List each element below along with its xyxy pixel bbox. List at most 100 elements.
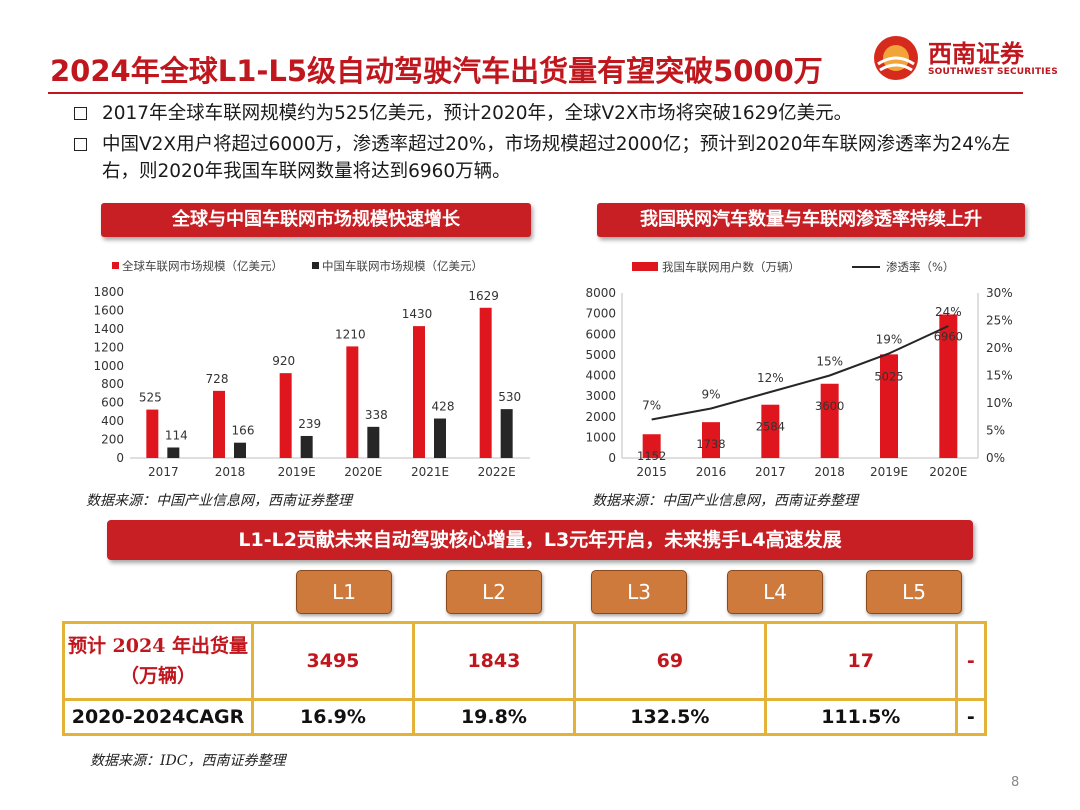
logo-english-text: SOUTHWEST SECURITIES — [928, 67, 1058, 77]
x-tick-label: 2022E — [478, 465, 516, 479]
line-data-label: 12% — [757, 371, 784, 385]
global-china-market-chart: 全球车联网市场规模（亿美元） 中国车联网市场规模（亿美元） 0 200 400 600 80… — [93, 259, 530, 479]
y-tick-label: 600 — [101, 396, 124, 410]
data-label: 6960 — [934, 329, 963, 343]
table-cell: 16.9% — [251, 698, 415, 736]
x-tick-label: 2020E — [929, 465, 967, 479]
legend-swatch — [312, 262, 319, 269]
level-box-l1: L1 — [296, 570, 392, 614]
table-row: 2020-2024CAGR 16.9% 19.8% 132.5% 111.5% … — [62, 698, 988, 736]
y2-tick-label: 20% — [986, 341, 1013, 355]
southwest-securities-logo: 西南证券 SOUTHWEST SECURITIES — [872, 34, 1058, 82]
bullet-list: 2017年全球车联网规模约为525亿美元，预计2020年，全球V2X市场将突破1… — [70, 100, 1020, 189]
bullet-text: 中国V2X用户将超过6000万，渗透率超过20%，市场规模超过2000亿；预计到… — [102, 134, 1011, 182]
data-label: 525 — [139, 391, 162, 405]
data-label: 5025 — [874, 369, 903, 383]
y-tick-label: 0 — [116, 451, 124, 465]
y-tick-label: 1000 — [93, 359, 124, 373]
table-cell: 132.5% — [572, 698, 767, 736]
bar — [642, 434, 661, 458]
table-cell: 3495 — [251, 621, 415, 701]
bar — [500, 409, 513, 458]
data-label: 428 — [432, 400, 455, 414]
bar — [820, 383, 839, 458]
right-chart-header: 我国联网汽车数量与车联网渗透率持续上升 — [597, 203, 1025, 237]
checkbox-bullet-icon — [74, 138, 87, 151]
data-label: 728 — [206, 372, 229, 386]
data-label: 530 — [498, 390, 521, 404]
x-tick-label: 2017 — [148, 465, 179, 479]
x-tick-label: 2018 — [814, 465, 845, 479]
bar — [880, 354, 898, 458]
table-cell: 1843 — [411, 621, 576, 701]
connected-cars-penetration-chart: 我国车联网用户数（万辆） 渗透率（%） 0 1000 2000 3000 4000 5000 6… — [585, 260, 1013, 479]
data-label: 114 — [165, 428, 188, 442]
y-tick-label: 800 — [101, 377, 124, 391]
x-tick-label: 2015 — [636, 465, 667, 479]
bar — [213, 390, 225, 458]
level-box-l5: L5 — [866, 570, 962, 614]
bullet-text: 2017年全球车联网规模约为525亿美元，预计2020年，全球V2X市场将突破1… — [102, 103, 853, 124]
legend-swatch — [632, 262, 658, 271]
x-tick-label: 2018 — [215, 465, 246, 479]
table-cell: 19.8% — [411, 698, 576, 736]
line-data-label: 9% — [701, 388, 720, 402]
y2-tick-label: 30% — [986, 286, 1013, 300]
y-tick-label: 1400 — [93, 322, 124, 336]
bar — [279, 373, 292, 458]
data-label: 1152 — [637, 449, 666, 463]
table-cell: 17 — [763, 621, 958, 701]
line-data-label: 7% — [642, 399, 661, 413]
y-tick-label: 1800 — [93, 285, 124, 299]
data-label: 1210 — [335, 327, 366, 341]
table-row: 预计 2024 年出货量（万辆） 3495 1843 69 17 - — [62, 621, 988, 701]
left-chart-source: 数据来源：中国产业信息网，西南证券整理 — [86, 493, 352, 509]
y2-tick-label: 15% — [986, 369, 1013, 383]
line-data-label: 19% — [876, 333, 903, 347]
title-divider — [48, 92, 1023, 94]
table-cell: - — [954, 698, 988, 736]
y2-tick-label: 10% — [986, 396, 1013, 410]
bar — [300, 435, 313, 458]
level-box-l4: L4 — [727, 570, 823, 614]
y-tick-label: 7000 — [585, 307, 616, 321]
logo-mark-icon — [874, 36, 918, 80]
y-tick-label: 1600 — [93, 303, 124, 317]
right-chart-source: 数据来源：中国产业信息网，西南证券整理 — [592, 493, 858, 509]
logo-chinese-text: 西南证券 — [928, 39, 1024, 68]
page-title: 2024年全球L1-L5级自动驾驶汽车出货量有望突破5000万 — [50, 54, 823, 88]
y-tick-label: 4000 — [585, 369, 616, 383]
bar — [367, 426, 380, 458]
data-label: 920 — [272, 354, 295, 368]
x-tick-label: 2019E — [870, 465, 908, 479]
level-box-l3: L3 — [591, 570, 687, 614]
y-tick-label: 5000 — [585, 348, 616, 362]
y-tick-label: 200 — [101, 433, 124, 447]
table-cell: 69 — [572, 621, 767, 701]
y-tick-label: 1200 — [93, 340, 124, 354]
legend-label: 我国车联网用户数（万辆） — [662, 260, 800, 274]
table-cell: - — [954, 621, 988, 701]
y-tick-label: 0 — [608, 451, 616, 465]
y-tick-label: 2000 — [585, 410, 616, 424]
x-tick-label: 2016 — [696, 465, 727, 479]
x-tick-label: 2017 — [755, 465, 786, 479]
line-data-label: 24% — [935, 305, 962, 319]
y2-tick-label: 0% — [986, 451, 1005, 465]
bar — [346, 346, 359, 458]
legend-swatch — [112, 262, 119, 269]
page-number: 8 — [1011, 775, 1020, 790]
table-cell: 111.5% — [763, 698, 958, 736]
line-data-label: 15% — [816, 355, 843, 369]
legend-label: 中国车联网市场规模（亿美元） — [322, 259, 483, 273]
data-label: 239 — [298, 417, 321, 431]
x-tick-label: 2019E — [278, 465, 316, 479]
data-label: 1430 — [402, 307, 433, 321]
bar — [702, 422, 720, 458]
bar — [167, 447, 180, 458]
bar — [413, 326, 425, 458]
y2-tick-label: 25% — [986, 314, 1013, 328]
legend-label: 全球车联网市场规模（亿美元） — [122, 259, 283, 273]
autonomous-driving-banner: L1-L2贡献未来自动驾驶核心增量，L3元年开启，未来携手L4高速发展 — [107, 520, 973, 560]
x-tick-label: 2021E — [411, 465, 449, 479]
